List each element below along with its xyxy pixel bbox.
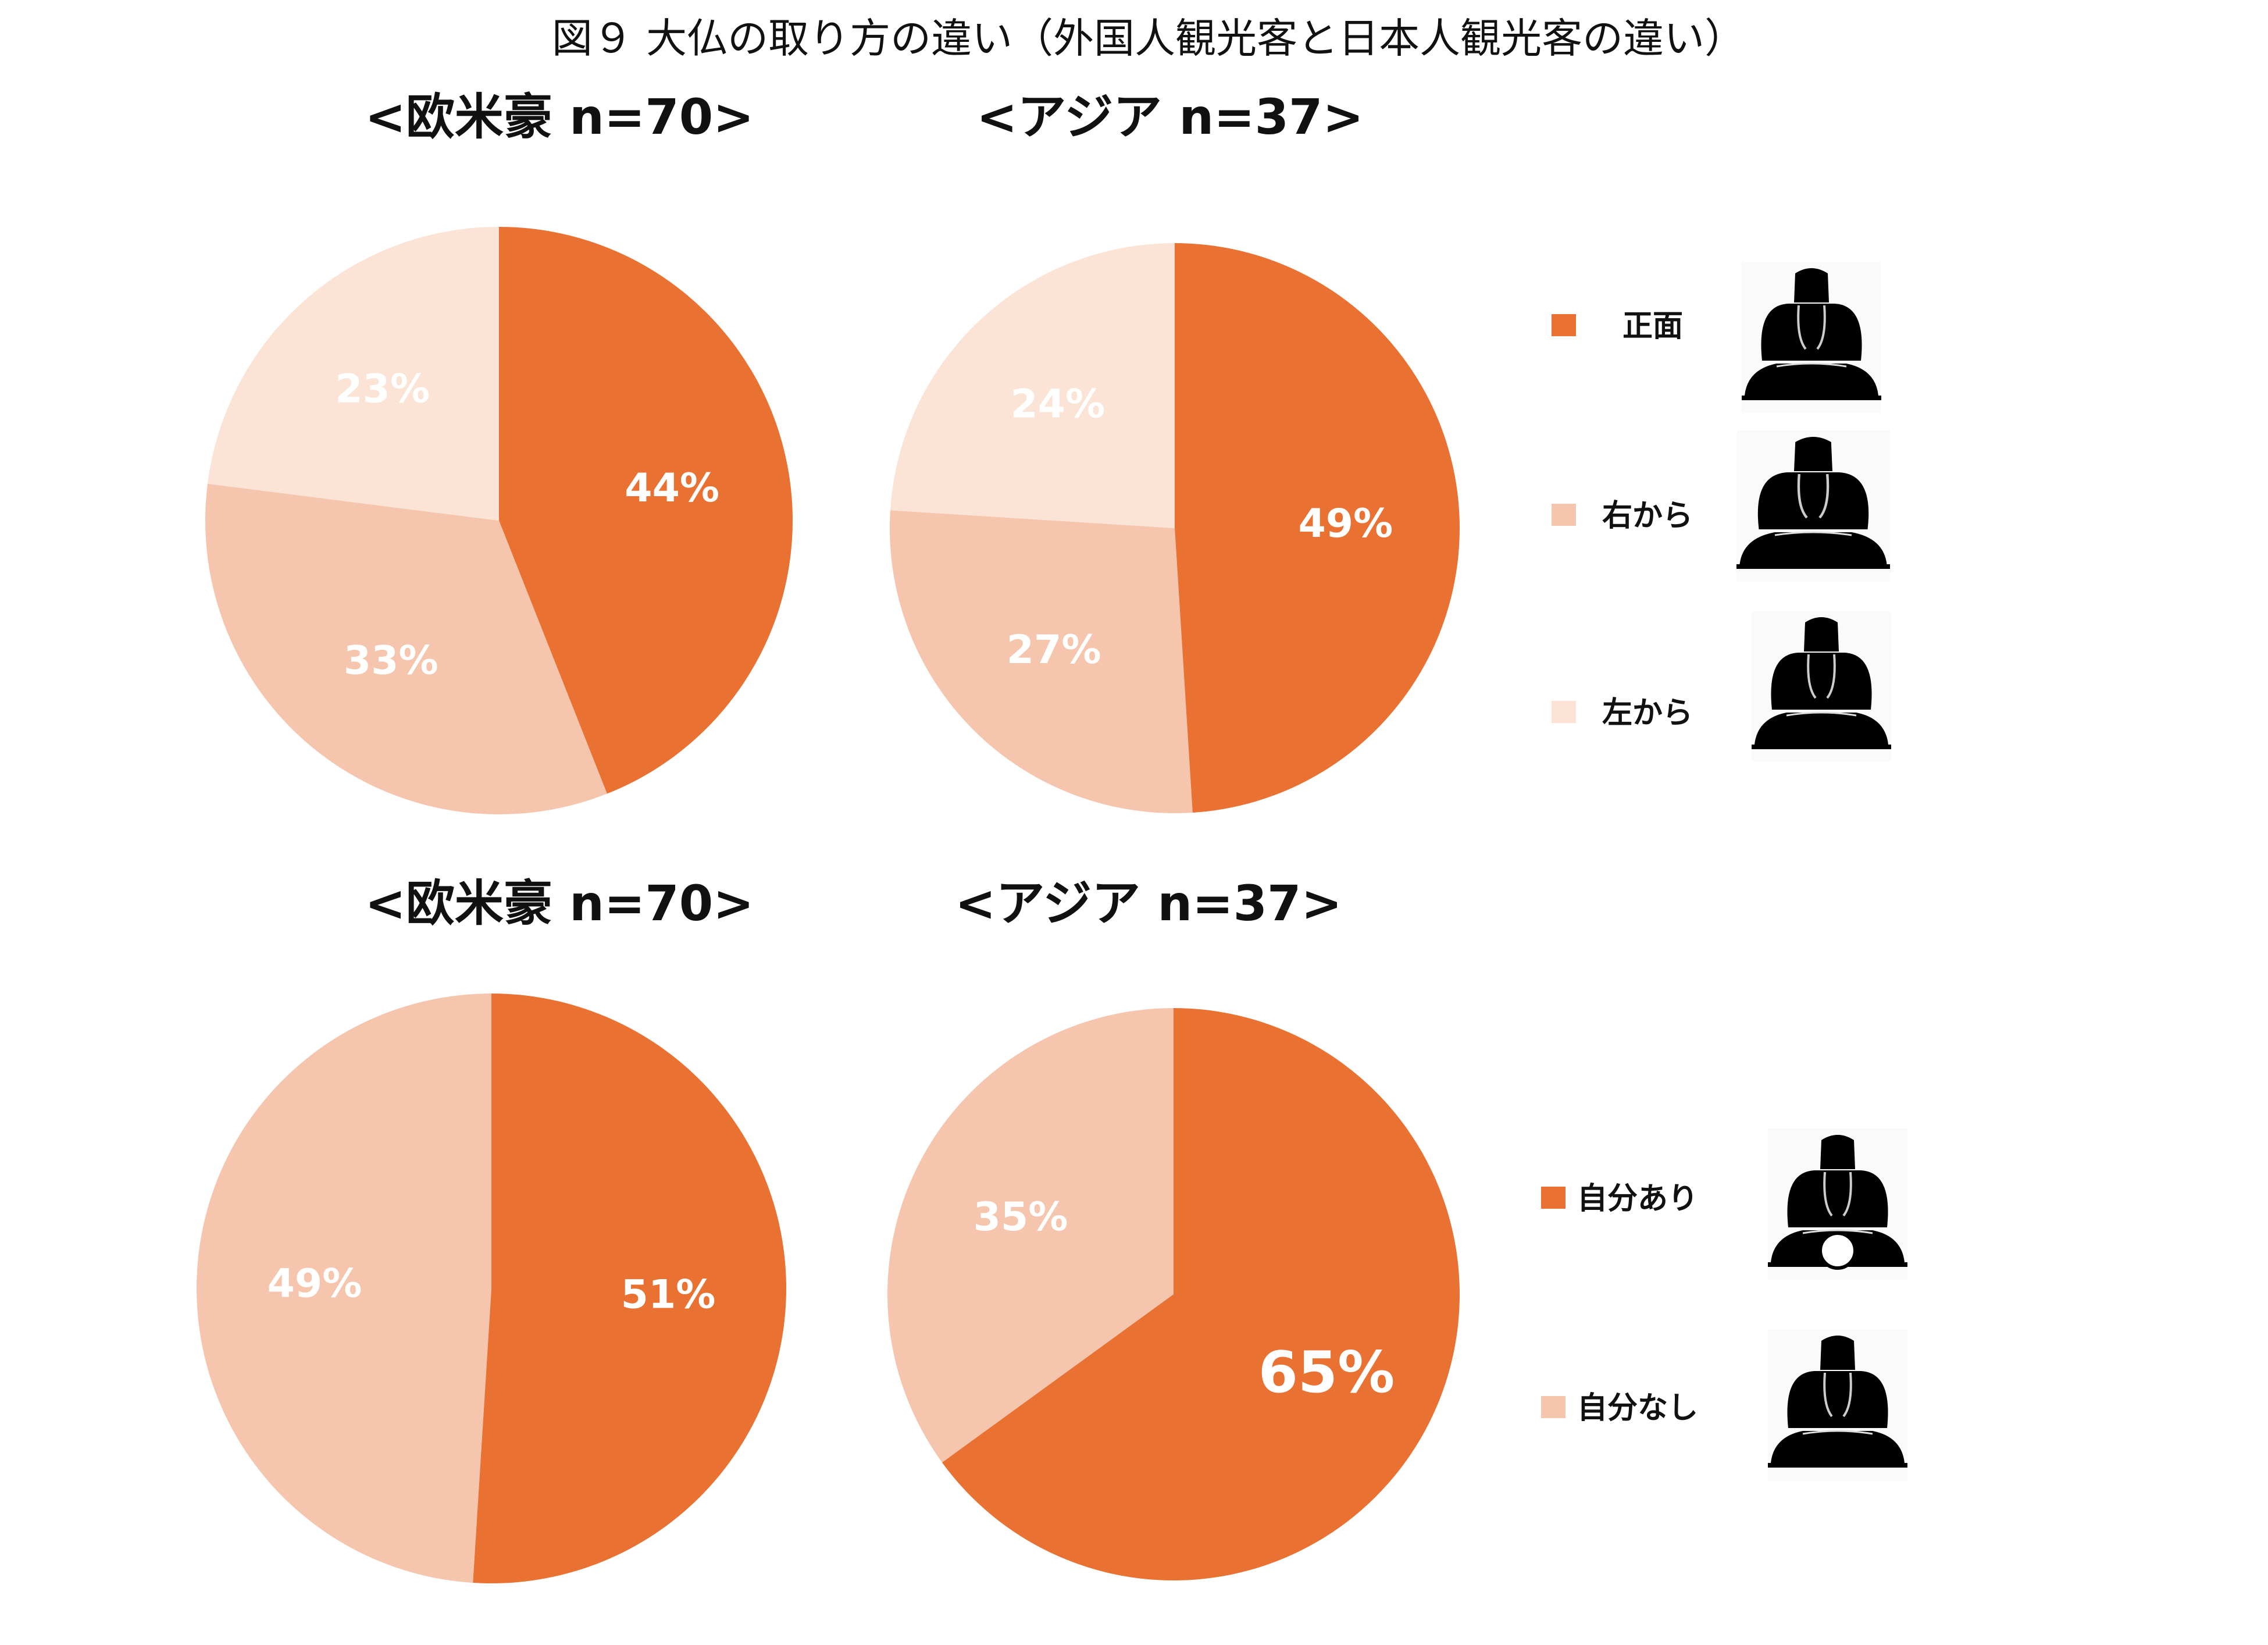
slice-label: 33% (344, 638, 438, 683)
legend-label-right: 右から (1602, 499, 1693, 533)
buddha-without-self-icon (1767, 1328, 1909, 1482)
pie-slice (205, 483, 607, 815)
slice-label: 51% (621, 1272, 716, 1318)
pie-slice (207, 227, 499, 521)
legend-label-with-self: 自分あり (1577, 1181, 1698, 1216)
slice-label: 65% (1258, 1340, 1395, 1406)
pie-slice (942, 1008, 1460, 1580)
pie-slice (890, 510, 1193, 813)
slice-label: 23% (335, 366, 430, 412)
legend-label-left: 左から (1602, 696, 1693, 731)
slice-label: 49% (1298, 501, 1393, 547)
figure-title: 図９ 大仏の取り方の違い（外国人観光客と日本人観光客の違い） (552, 15, 1745, 62)
pie-slice (197, 994, 491, 1583)
panel-title-asia-angle: <アジア n=37> (976, 88, 1364, 145)
legend-swatch-without-self (1541, 1396, 1566, 1418)
slice-label: 24% (1010, 382, 1105, 428)
panel-title-asia-self: <アジア n=37> (955, 875, 1342, 932)
slice-label: 44% (625, 465, 719, 511)
pie-slice (499, 227, 793, 794)
buddha-with-self-icon (1767, 1127, 1909, 1281)
pie-slice (473, 994, 787, 1584)
legend-swatch-with-self (1541, 1187, 1566, 1209)
pie-slice (887, 1008, 1174, 1463)
pie-charts: 44% 33% 23% 49% 27% 24% 51% 49% 65% 35% (197, 227, 1460, 1584)
slice-label: 35% (973, 1194, 1068, 1240)
panel-title-west-self: <欧米豪 n=70> (365, 875, 754, 932)
buddha-front-icon (1741, 261, 1882, 414)
pie-slice (890, 243, 1175, 528)
legend-swatch-front (1552, 314, 1576, 336)
pie-slice (1175, 243, 1460, 813)
panel-title-west-angle: <欧米豪 n=70> (365, 88, 754, 145)
legend-label-without-self: 自分なし (1577, 1391, 1698, 1426)
legend-angle: 正面 右から 左から (1552, 261, 1892, 763)
legend-label-front: 正面 (1622, 309, 1683, 344)
legend-swatch-left (1552, 701, 1576, 723)
legend-swatch-right (1552, 504, 1576, 526)
buddha-left-icon (1750, 610, 1892, 763)
legend-self: 自分あり 自分なし (1541, 1127, 1909, 1482)
slice-label: 27% (1007, 627, 1101, 673)
slice-label: 49% (268, 1261, 362, 1306)
buddha-right-icon (1736, 430, 1890, 582)
